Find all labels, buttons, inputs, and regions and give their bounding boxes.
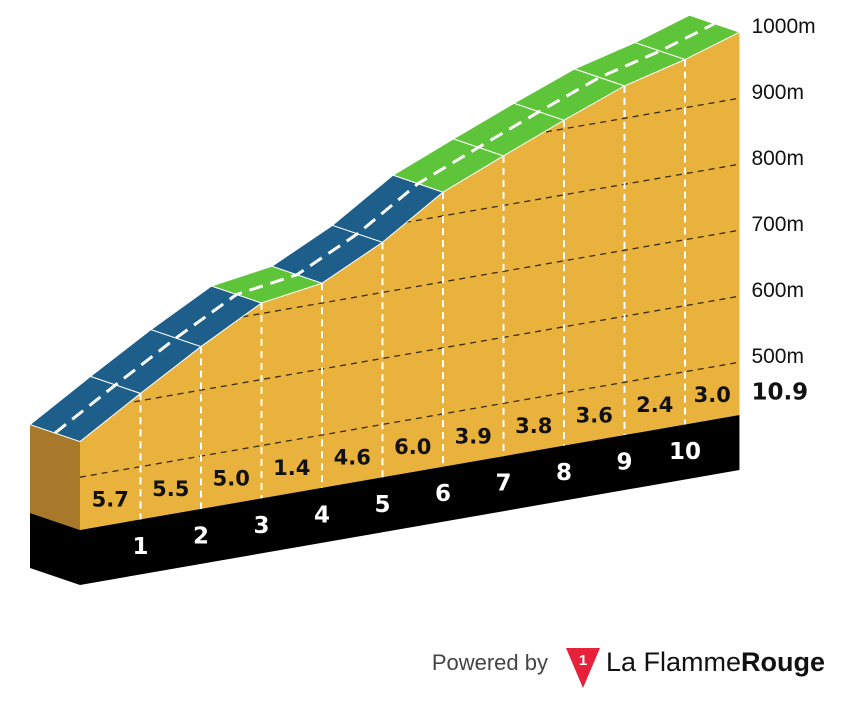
gradient-label: 5.0 [213, 467, 250, 491]
km-label: 4 [314, 502, 330, 528]
y-tick-label: 600m [751, 279, 804, 302]
y-tick-label: 1000m [751, 15, 815, 38]
km-label: 5 [374, 492, 390, 518]
gradient-label: 5.5 [152, 477, 189, 501]
grid-line [80, 358, 740, 478]
y-tick-label: 800m [751, 147, 804, 170]
base-front [80, 415, 740, 585]
gradient-label: 3.6 [576, 403, 613, 427]
gradient-label: 2.4 [636, 393, 673, 417]
km-label: 3 [253, 513, 269, 539]
front-face [80, 32, 740, 530]
brand: La FlammeRouge [606, 647, 825, 677]
center-line [54, 22, 716, 435]
y-tick-label: 700m [751, 213, 804, 236]
km-label: 7 [495, 471, 511, 497]
base-side [30, 513, 80, 585]
logo-number: 1 [579, 652, 587, 669]
km-label: 6 [435, 481, 451, 507]
brand-light: La Flamme [606, 647, 741, 677]
gradient-label: 4.6 [334, 446, 371, 470]
km-label: 8 [556, 460, 572, 486]
logo-icon [566, 648, 600, 688]
gradient-label: 3.9 [455, 424, 492, 448]
gradient-label: 6.0 [394, 435, 431, 459]
km-label: 10 [669, 439, 701, 465]
km-label: 9 [616, 450, 632, 476]
side-face [30, 424, 80, 530]
y-tick-label: 900m [751, 81, 804, 104]
gradient-label: 1.4 [273, 456, 310, 480]
gradient-label: 5.7 [92, 488, 129, 512]
gradient-label: 3.0 [694, 383, 731, 407]
powered-by: Powered by [432, 650, 548, 675]
total-distance: 10.9 [751, 380, 808, 406]
km-label: 1 [132, 534, 148, 560]
profile-group: 500m 600m 700m 800m 900m 1000m 1 2 3 4 5 6 7 8 9 10 10.9… [28, 14, 816, 585]
km-label: 2 [193, 523, 209, 549]
grid-line [80, 292, 740, 412]
gradient-label: 3.8 [515, 414, 552, 438]
y-tick-label: 500m [751, 345, 804, 368]
brand-bold: Rouge [741, 647, 825, 677]
